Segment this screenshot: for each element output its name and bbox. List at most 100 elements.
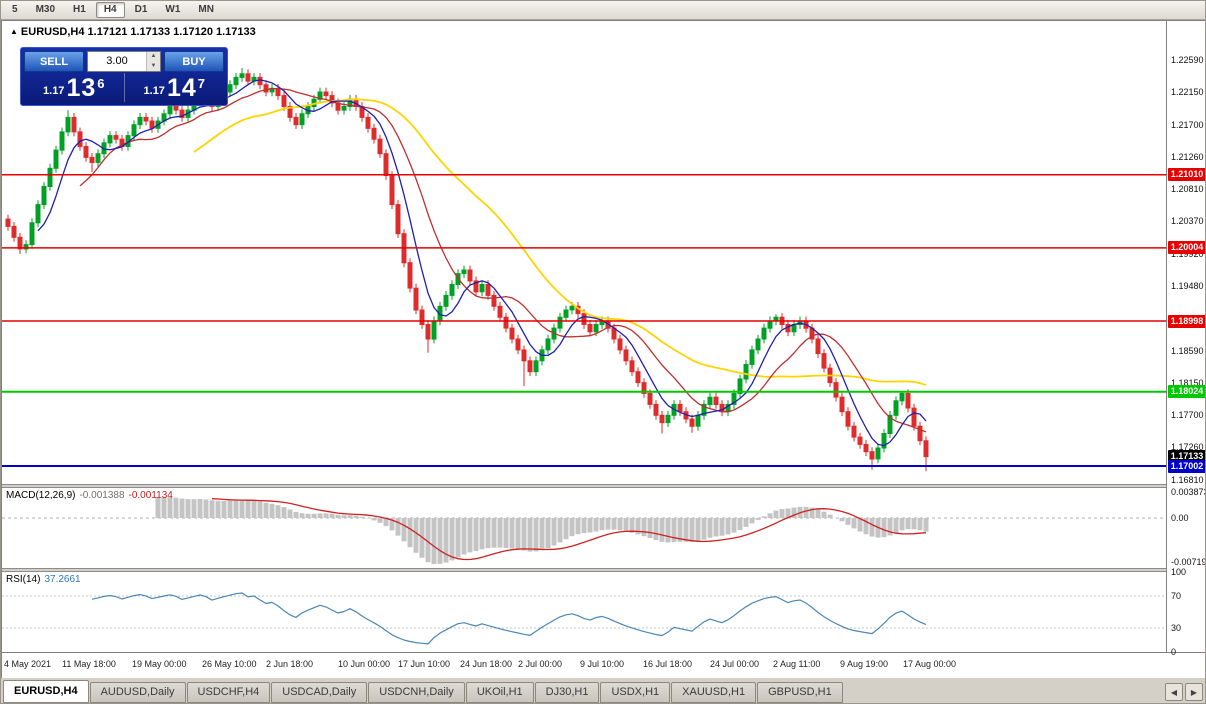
candle-body (569, 305, 575, 311)
chart-tab-AUDUSD,Daily[interactable]: AUDUSD,Daily (89, 682, 186, 703)
candle-body (833, 382, 839, 398)
buy-price-point: 7 (197, 76, 205, 91)
candle-body (887, 414, 893, 434)
timeframe-button-MN[interactable]: MN (198, 4, 214, 15)
candle-body (533, 360, 539, 373)
volume-spinner[interactable]: 3.00 ▲ ▼ (87, 51, 161, 72)
price-tick-1.22590: 1.22590 (1171, 55, 1204, 65)
candle-body (95, 153, 101, 163)
sell-price-display[interactable]: 1.17 13 6 (24, 73, 124, 102)
chart-tab-bar: EURUSD,H4 AUDUSD,Daily USDCHF,H4 USDCAD,Dai… (1, 678, 1205, 703)
candle-body (413, 287, 419, 311)
chart-tab-USDCNH,Daily[interactable]: USDCNH,Daily (368, 682, 465, 703)
price-tag-1.18024: 1.18024 (1168, 385, 1205, 399)
tab-scroll-left-icon[interactable]: ◀ (1165, 683, 1183, 701)
chart-tab-USDCAD,Daily[interactable]: USDCAD,Daily (271, 682, 368, 703)
chart-tab-GBPUSD,H1[interactable]: GBPUSD,H1 (757, 682, 843, 703)
ma-fast-blue (37, 79, 927, 447)
buy-price-display[interactable]: 1.17 14 7 (123, 73, 225, 102)
chart-tab-USDCHF,H4[interactable]: USDCHF,H4 (186, 682, 271, 703)
tab-scroll-right-icon[interactable]: ▶ (1185, 683, 1203, 701)
ohlc-text: EURUSD,H4 1.17121 1.17133 1.17120 1.1713… (20, 26, 256, 38)
candle-body (131, 124, 137, 137)
candle-body (659, 414, 665, 424)
macd-value: -0.001388 (79, 490, 125, 501)
macd-label: MACD(12,26,9) -0.001388 -0.001134 (6, 490, 173, 501)
candle-body (59, 131, 65, 151)
sell-button[interactable]: SELL (24, 51, 84, 72)
timeframe-button-D1[interactable]: D1 (134, 4, 148, 15)
candle-body (11, 225, 17, 238)
one-click-trading-panel: SELL 3.00 ▲ ▼ BUY 1.17 13 6 1.17 (20, 47, 228, 106)
candle-body (407, 262, 413, 289)
price-axis[interactable]: 1.22590 1.22150 1.21700 1.21260 1.20810 1.203… (1166, 21, 1206, 657)
date-tick: 2 Jun 18:00 (266, 659, 314, 669)
rsi-axis-70: 70 (1171, 591, 1182, 601)
candle-body (545, 338, 551, 351)
candle-body (323, 91, 329, 97)
candle-body (443, 294, 449, 307)
candle-body (581, 313, 587, 326)
candle-body (47, 167, 53, 188)
candle-body (263, 84, 269, 93)
date-tick: 26 May 10:00 (202, 659, 257, 669)
ma-slow-yellow (193, 98, 927, 386)
chart-canvas[interactable] (2, 21, 1166, 652)
rsi-axis-0: 0 (1171, 647, 1177, 657)
date-tick: 24 Jun 18:00 (460, 659, 513, 669)
rsi-label: RSI(14) 37.2661 (6, 574, 81, 585)
candle-body (287, 106, 293, 118)
candle-body (767, 320, 773, 329)
chart-tab-EURUSD,H4[interactable]: EURUSD,H4 (3, 680, 89, 703)
candle-body (17, 236, 23, 250)
candle-body (485, 284, 491, 296)
candle-body (641, 382, 647, 395)
price-tick-1.18150: 1.18150 (1171, 377, 1204, 388)
chart-tab-UKOil,H1[interactable]: UKOil,H1 (465, 682, 534, 703)
date-axis[interactable]: 4 May 2021 11 May 18:00 19 May 00:00 26 May… (2, 652, 1205, 679)
price-tick-1.20810: 1.20810 (1171, 184, 1204, 195)
chart-tab-USDX,H1[interactable]: USDX,H1 (600, 682, 671, 703)
volume-value[interactable]: 3.00 (106, 55, 128, 67)
pane-separator[interactable] (2, 484, 1166, 488)
chart-tab-XAUUSD,H1[interactable]: XAUUSD,H1 (671, 682, 757, 703)
macd-name: MACD(12,26,9) (6, 490, 76, 501)
candle-body (371, 127, 377, 140)
candle-body (173, 106, 179, 111)
price-tick-1.17260: 1.17260 (1171, 442, 1204, 453)
candle-body (875, 447, 881, 460)
candle-body (167, 106, 173, 115)
candle-body (923, 440, 929, 458)
candle-body (431, 320, 437, 340)
candle-body (749, 349, 755, 365)
candle-body (563, 309, 569, 318)
candle-body (515, 338, 521, 351)
candle-body (587, 324, 593, 333)
one-click-collapse-icon[interactable]: ▲ (10, 27, 18, 36)
price-tick-1.19480: 1.19480 (1171, 280, 1204, 291)
candle-body (911, 407, 917, 427)
candle-body (653, 403, 659, 416)
date-tick: 9 Aug 19:00 (840, 659, 889, 669)
candle-body (707, 396, 713, 406)
date-tick: 9 Jul 10:00 (580, 659, 625, 669)
timeframe-button-H4[interactable]: H4 (95, 2, 125, 18)
candle-body (617, 338, 623, 351)
price-tick-1.17700: 1.17700 (1171, 410, 1204, 421)
chart-tab-DJ30,H1[interactable]: DJ30,H1 (534, 682, 600, 703)
buy-button[interactable]: BUY (164, 51, 224, 72)
timeframe-button-M30[interactable]: M30 (35, 4, 56, 15)
timeframe-button-W1[interactable]: W1 (165, 4, 181, 15)
volume-down-icon[interactable]: ▼ (147, 61, 160, 71)
date-tick: 19 May 00:00 (132, 659, 187, 669)
timeframe-button-5[interactable]: 5 (12, 4, 18, 15)
candle-body (917, 425, 923, 442)
candle-body (629, 360, 635, 373)
candle-body (689, 418, 695, 427)
date-tick: 4 May 2021 (4, 659, 52, 669)
macd-axis-0.003873: 0.003873 (1171, 487, 1206, 497)
timeframe-button-H1[interactable]: H1 (73, 4, 86, 15)
volume-up-icon[interactable]: ▲ (147, 52, 160, 62)
candle-body (815, 338, 821, 354)
pane-separator[interactable] (2, 568, 1166, 572)
